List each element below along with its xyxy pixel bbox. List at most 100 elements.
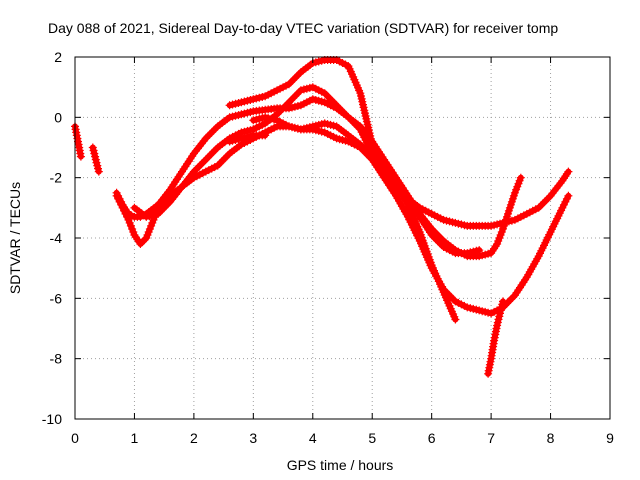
y-tick-label: -10 [42,411,62,427]
data-point-marker [508,293,517,302]
data-point-marker [542,195,551,204]
data-point-marker [332,101,341,110]
x-tick-label: 9 [606,430,614,446]
chart-title: Day 088 of 2021, Sidereal Day-to-day VTE… [48,20,558,36]
x-tick-label: 1 [131,430,139,446]
data-point-marker [289,94,297,103]
data-point-marker [213,161,222,170]
data-point-marker [158,205,167,214]
data-point-marker [209,126,218,135]
data-point-marker [211,124,220,133]
series-track-8 [225,131,270,146]
data-point-marker [435,239,444,247]
data-point-marker [164,199,173,208]
series-track-1 [71,122,85,161]
data-point-marker [199,157,208,166]
data-point-marker [201,155,210,164]
y-tick-label: -2 [50,170,63,186]
data-point-marker [564,191,573,200]
data-point-marker [320,89,329,98]
data-point-marker [211,145,220,154]
x-axis-label: GPS time / hours [287,457,394,473]
data-point-marker [287,78,295,87]
data-point-marker [356,140,365,149]
x-tick-label: 2 [190,430,198,446]
data-point-marker [437,241,446,249]
data-point-marker [197,159,206,168]
data-point-marker [193,163,202,172]
data-point-marker [76,152,85,161]
data-point-marker [160,203,169,212]
data-point-marker [154,209,163,218]
x-tick-label: 7 [487,430,495,446]
y-tick-label: -6 [50,290,63,306]
data-point-marker [217,157,226,166]
data-point-marker [209,147,218,156]
data-point-marker [362,146,371,155]
x-tick-label: 5 [368,430,376,446]
series-track-5 [130,83,525,261]
data-point-marker [475,246,484,255]
x-tick-label: 3 [249,430,257,446]
data-point-marker [534,203,543,212]
data-point-marker [330,99,339,108]
series-band [113,123,572,317]
data-point-marker [207,149,216,158]
x-tick-label: 4 [309,430,317,446]
data-point-marker [324,93,333,102]
data-point-marker [136,240,145,248]
data-point-marker [277,106,286,115]
data-point-marker [207,128,216,137]
data-point-marker [538,199,547,208]
data-point-marker [287,96,295,105]
y-tick-label: 2 [54,49,62,65]
data-point-marker [294,88,303,97]
data-point-marker [219,155,228,164]
data-point-marker [215,159,224,168]
data-point-marker [322,91,331,100]
y-tick-label: -4 [50,230,63,246]
data-point-marker [279,104,288,113]
data-point-marker [294,70,303,79]
data-point-marker [292,90,301,99]
data-point-marker [289,76,297,85]
data-point-marker [364,148,373,157]
data-point-marker [334,103,343,112]
axis-ticks: 0 1 2 3 4 5 6 7 8 9 -10 -8 -6 -4 -2 0 2 [42,49,614,446]
data-point-marker [205,151,214,160]
data-point-marker [360,144,369,153]
data-point-marker [201,134,210,143]
x-tick-label: 0 [71,430,79,446]
data-point-marker [195,161,204,170]
data-point-marker [281,102,289,111]
data-point-marker [451,315,460,324]
data-point-marker [138,238,147,246]
data-point-marker [342,111,351,120]
data-point-marker [516,173,525,182]
data-point-marker [540,197,549,206]
data-point-marker [427,231,436,239]
data-point-marker [429,233,438,241]
series-track-6 [225,56,460,324]
series-track-9 [484,297,507,378]
data-point-marker [275,108,284,117]
y-axis-label: SDTVAR / TECUs [7,182,23,294]
series-band [113,96,572,229]
data-point-marker [292,72,301,81]
data-point-marker [336,105,345,114]
data-point-marker [433,237,442,245]
data-point-marker [162,201,171,210]
data-point-marker [431,235,440,243]
data-point-marker [283,100,291,109]
data-point-marker [326,95,335,104]
data-point-marker [340,109,349,118]
x-tick-label: 8 [547,430,555,446]
y-tick-label: -8 [50,351,63,367]
data-point-marker [506,295,515,304]
x-tick-label: 6 [428,430,436,446]
data-point-marker [189,167,198,176]
series-band [226,57,459,323]
data-point-marker [358,142,367,151]
data-point-marker [140,236,149,244]
